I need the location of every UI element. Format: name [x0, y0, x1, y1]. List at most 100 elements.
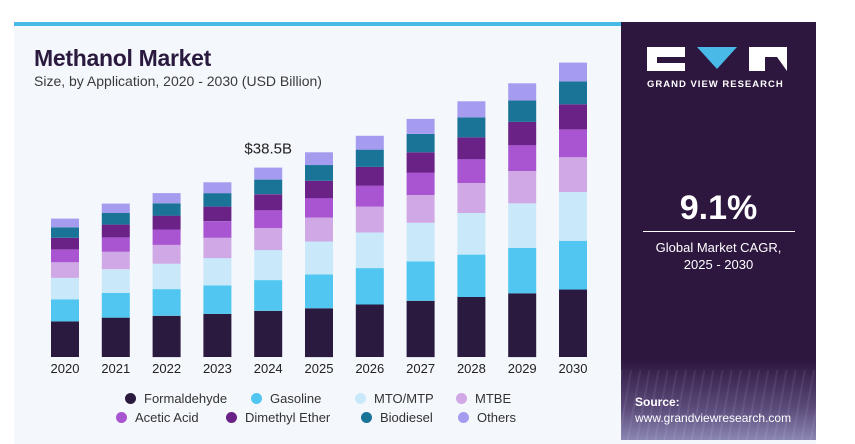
legend-label: Gasoline [270, 391, 322, 406]
source-title: Source: [635, 395, 680, 409]
bar-segment-2029-dimethyl-ether [508, 121, 537, 146]
bar-segment-2021-formaldehyde [101, 317, 130, 357]
bar-segment-2025-mto-mtp [305, 241, 333, 275]
legend-item: MTO/MTP [355, 391, 434, 406]
bar-segment-2029-biodiesel [508, 100, 537, 122]
legend-label: Dimethyl Ether [245, 410, 331, 425]
bar-segment-2030-others [559, 62, 587, 82]
bar-segment-2027-others [406, 118, 435, 134]
chart-title: Methanol Market [34, 45, 211, 71]
legend-label: Formaldehyde [144, 391, 228, 406]
bar-segment-2022-acetic-acid [152, 229, 181, 245]
legend-label: Others [477, 410, 517, 425]
grand-view-research-logo [647, 47, 787, 71]
bar-segment-2030-dimethyl-ether [559, 104, 587, 130]
bar-segment-2028-acetic-acid [457, 159, 486, 183]
bar-segment-2025-mtbe [305, 217, 333, 242]
panel-gradient [621, 360, 816, 440]
legend-label: MTO/MTP [374, 391, 434, 406]
legend-swatch [226, 412, 237, 423]
source-url[interactable]: www.grandviewresearch.com [635, 411, 792, 425]
bar-segment-2029-acetic-acid [508, 145, 537, 171]
bar-segment-2028-formaldehyde [457, 297, 486, 357]
bar-segment-2022-biodiesel [152, 203, 181, 216]
bar-segment-2023-others [203, 182, 232, 194]
legend-item: Others [458, 410, 516, 425]
cagr-label-line1: Global Market CAGR, [655, 240, 782, 255]
x-tick-label: 2022 [152, 361, 181, 376]
legend-swatch [361, 412, 372, 423]
chart-subtitle: Size, by Application, 2020 - 2030 (USD B… [34, 73, 322, 89]
legend-item: Gasoline [251, 391, 321, 406]
bar-segment-2030-formaldehyde [559, 289, 587, 357]
bar-segment-2021-gasoline [101, 292, 130, 318]
bar-segment-2030-mtbe [559, 157, 587, 192]
x-tick-label: 2029 [508, 361, 537, 376]
bar-segment-2027-dimethyl-ether [406, 152, 435, 173]
bar-segment-2021-mtbe [101, 251, 130, 270]
legend-item: Biodiesel [361, 410, 433, 425]
bar-segment-2030-gasoline [559, 240, 587, 290]
bar-segment-2029-others [508, 83, 537, 101]
bar-segment-2027-biodiesel [406, 133, 435, 153]
bar-segment-2020-others [51, 218, 79, 228]
bar-segment-2022-mtbe [152, 244, 181, 264]
bar-segment-2028-gasoline [457, 254, 486, 297]
x-tick-label: 2024 [254, 361, 283, 376]
bar-segment-2030-acetic-acid [559, 129, 587, 158]
bar-segment-2024-dimethyl-ether [254, 194, 283, 211]
bar-segment-2022-others [152, 193, 181, 204]
bar-segment-2027-gasoline [406, 261, 435, 301]
bar-segment-2020-gasoline [51, 299, 79, 322]
bar-segment-2028-mtbe [457, 183, 486, 213]
bar-segment-2023-formaldehyde [203, 313, 232, 357]
legend-swatch [458, 412, 469, 423]
x-tick-label: 2025 [305, 361, 334, 376]
bar-segment-2022-formaldehyde [152, 315, 181, 358]
bar-segment-2028-biodiesel [457, 117, 486, 138]
bar-segment-2020-biodiesel [51, 227, 79, 238]
legend-item: MTBE [456, 391, 511, 406]
x-tick-label: 2026 [355, 361, 384, 376]
legend-label: Biodiesel [380, 410, 433, 425]
bar-segment-2026-others [355, 135, 384, 150]
x-tick-label: 2027 [406, 361, 435, 376]
legend-item: Formaldehyde [125, 391, 227, 406]
bar-segment-2025-dimethyl-ether [305, 180, 333, 199]
cagr-label-line2: 2025 - 2030 [683, 257, 754, 272]
legend-item: Dimethyl Ether [226, 410, 330, 425]
bar-segment-2021-biodiesel [101, 213, 130, 225]
legend-swatch [251, 393, 262, 404]
bar-segment-2020-acetic-acid [51, 249, 79, 263]
legend-item: Acetic Acid [116, 410, 199, 425]
legend-swatch [355, 393, 366, 404]
bar-segment-2024-gasoline [254, 280, 283, 311]
bar-segment-2020-formaldehyde [51, 321, 79, 357]
bar-segment-2024-formaldehyde [254, 310, 283, 357]
bar-segment-2024-biodiesel [254, 179, 283, 195]
bar-segment-2030-biodiesel [559, 81, 587, 105]
bar-segment-2026-gasoline [355, 268, 384, 305]
bar-segment-2020-mto-mtp [51, 277, 79, 300]
bar-segment-2026-biodiesel [355, 149, 384, 167]
bar-segment-2025-formaldehyde [305, 308, 333, 358]
bar-segment-2028-mto-mtp [457, 213, 486, 255]
bar-segment-2021-others [101, 203, 130, 213]
bar-segment-2023-acetic-acid [203, 221, 232, 238]
bar-segment-2021-acetic-acid [101, 237, 130, 252]
bar-segment-2027-formaldehyde [406, 300, 435, 358]
bar-segment-2029-gasoline [508, 247, 537, 294]
bar-segment-2029-mtbe [508, 171, 537, 204]
bar-segment-2022-mto-mtp [152, 263, 181, 290]
bar-chart: 2020 2021 2022 2023 2024 $38.5B 2025 2026 2027 20… [51, 62, 587, 376]
bar-segment-2023-dimethyl-ether [203, 206, 232, 222]
bar-annotation: $38.5B [244, 141, 292, 158]
legend-swatch [116, 412, 127, 423]
bar-segment-2028-others [457, 101, 486, 118]
bar-segment-2022-gasoline [152, 289, 181, 316]
bar-segment-2025-gasoline [305, 274, 333, 309]
bar-segment-2024-mto-mtp [254, 250, 283, 281]
brand-name: GRAND VIEW RESEARCH [647, 79, 784, 90]
x-tick-label: 2028 [457, 361, 486, 376]
x-tick-label: 2020 [51, 361, 80, 376]
